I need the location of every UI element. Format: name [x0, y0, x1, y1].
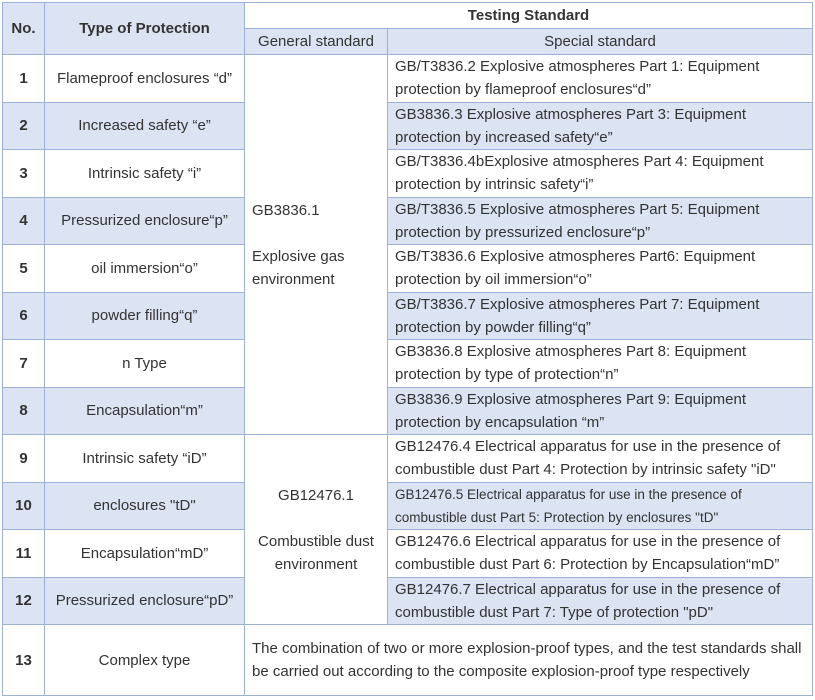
combined-standard: The combination of two or more explosion…: [244, 624, 813, 696]
table-row: 9 Intrinsic safety “iD” GB12476.1 Combustib…: [2, 434, 813, 625]
protection-type: Intrinsic safety “i”: [44, 149, 245, 198]
special-standard: GB/T3836.5 Explosive atmospheres Part 5:…: [387, 196, 813, 245]
protection-type: n Type: [44, 339, 245, 388]
table-row: 13 Complex type The combination of two or …: [2, 624, 813, 696]
protection-type: Complex type: [44, 624, 245, 696]
protection-type: enclosures "tD": [44, 481, 245, 530]
table-row: 2 Increased safety “e” GB3836.3 Explosive …: [2, 101, 813, 150]
protection-type: Encapsulation“mD”: [44, 529, 245, 578]
special-standard: GB/T3836.2 Explosive atmospheres Part 1:…: [387, 54, 813, 103]
row-number: 5: [2, 244, 45, 293]
special-standard: GB12476.7 Electrical apparatus for use i…: [387, 576, 813, 625]
general-standard: GB3836.1 Explosive gas environment: [244, 54, 388, 435]
special-standard: GB3836.3 Explosive atmospheres Part 3: E…: [387, 101, 813, 150]
table-row: 3 Intrinsic safety “i” GB/T3836.4bExplosiv…: [2, 149, 813, 198]
table-row: 10 enclosures "tD" GB12476.5 Electrical ap…: [2, 481, 813, 530]
standard-description: Explosive gas environment: [252, 247, 345, 288]
header-cell: No.: [2, 2, 45, 55]
header-cell: Special standard: [387, 28, 813, 55]
protection-type: oil immersion“o”: [44, 244, 245, 293]
row-number: 13: [2, 624, 45, 696]
row-number: 9: [2, 434, 45, 483]
row-number: 8: [2, 386, 45, 435]
row-number: 12: [2, 576, 45, 625]
row-number: 1: [2, 54, 45, 103]
row-number: 4: [2, 196, 45, 245]
protection-type: Increased safety “e”: [44, 101, 245, 150]
header-cell: General standard: [244, 28, 388, 55]
protection-type: Intrinsic safety “iD”: [44, 434, 245, 483]
protection-type: Flameproof enclosures “d”: [44, 54, 245, 103]
standard-code: GB12476.1: [278, 486, 354, 504]
general-standard: GB12476.1 Combustible dust environment: [244, 434, 388, 625]
special-standard: GB/T3836.6 Explosive atmospheres Part6: …: [387, 244, 813, 293]
standard-description: Combustible dust environment: [258, 532, 374, 573]
table-row: 1 Flameproof enclosures “d” GB3836.1 Explos…: [2, 54, 813, 435]
row-number: 6: [2, 291, 45, 340]
standard-code: GB3836.1: [252, 201, 320, 219]
table-row: 6 powder filling“q” GB/T3836.7 Explosive a…: [2, 291, 813, 340]
table-row: 12 Pressurized enclosure“pD” GB12476.7 Ele…: [2, 576, 813, 625]
special-standard: GB12476.6 Electrical apparatus for use i…: [387, 529, 813, 578]
row-number: 10: [2, 481, 45, 530]
special-standard: GB/T3836.7 Explosive atmospheres Part 7:…: [387, 291, 813, 340]
table-row: 11 Encapsulation“mD” GB12476.6 Electrical …: [2, 529, 813, 578]
table-row: 4 Pressurized enclosure“p” GB/T3836.5 Expl…: [2, 196, 813, 245]
header-cell: Testing Standard: [244, 2, 813, 29]
special-standard: GB3836.9 Explosive atmospheres Part 9: E…: [387, 386, 813, 435]
table-row: 8 Encapsulation“m” GB3836.9 Explosive atmo…: [2, 386, 813, 435]
row-number: 3: [2, 149, 45, 198]
header-cell: Type of Protection: [44, 2, 245, 55]
special-standard: GB12476.4 Electrical apparatus for use i…: [387, 434, 813, 483]
protection-type: Encapsulation“m”: [44, 386, 245, 435]
protection-type: Pressurized enclosure“pD”: [44, 576, 245, 625]
row-number: 11: [2, 529, 45, 578]
table-row: 5 oil immersion“o” GB/T3836.6 Explosive at…: [2, 244, 813, 293]
row-number: 7: [2, 339, 45, 388]
special-standard: GB3836.8 Explosive atmospheres Part 8: E…: [387, 339, 813, 388]
row-number: 2: [2, 101, 45, 150]
special-standard: GB/T3836.4bExplosive atmospheres Part 4:…: [387, 149, 813, 198]
protection-type: powder filling“q”: [44, 291, 245, 340]
special-standard: GB12476.5 Electrical apparatus for use i…: [387, 481, 813, 530]
protection-type: Pressurized enclosure“p”: [44, 196, 245, 245]
